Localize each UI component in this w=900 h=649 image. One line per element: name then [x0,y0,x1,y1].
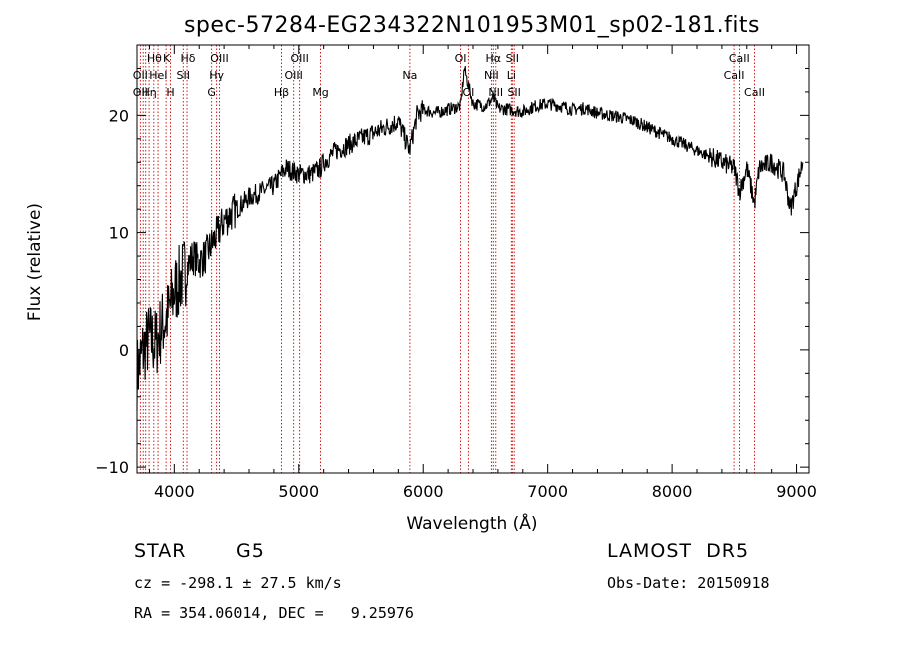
y-tick-label-0: −10 [95,458,129,477]
x-tick-label-5: 9000 [776,482,817,501]
line-label-17: CaII [724,69,745,82]
line-label-9: OII [133,69,148,82]
observation-date: Obs-Date: 20150918 [607,574,770,592]
y-tick-label-2: 10 [109,224,129,243]
line-label-26: SII [507,86,520,99]
line-label-15: NII [484,69,499,82]
line-label-11: SII [177,69,190,82]
chart-title: spec-57284-EG234322N101953M01_sp02-181.f… [184,13,760,38]
object-subclass: G5 [236,540,265,562]
spectral-line-labels: Hθ K Hδ OIII OIII OI Hα SII CaII OII HeI SII Hγ OIII N… [133,52,765,99]
x-tick-label-2: 6000 [403,482,444,501]
line-label-25: NII [488,86,503,99]
line-label-8: CaII [729,52,750,65]
line-label-4: OIII [290,52,308,65]
spectral-line-markers [139,45,755,473]
x-tick-label-3: 7000 [527,482,568,501]
x-tick-label-0: 4000 [154,482,195,501]
line-label-13: OIII [284,69,302,82]
line-label-24: OI [462,86,474,99]
y-tick-label-1: 0 [119,341,129,360]
line-label-22: Hβ [274,86,289,99]
line-label-27: CaII [744,86,765,99]
line-label-10: HeI [149,69,167,82]
survey-release: LAMOST DR5 [607,540,750,562]
x-tick-label-4: 8000 [652,482,693,501]
x-axis-label: Wavelength (Å) [406,512,537,534]
line-label-1: K [163,52,171,65]
line-label-12: Hγ [209,69,224,82]
line-label-20: H [166,86,174,99]
object-class: STAR [134,540,187,562]
x-tick-label-1: 5000 [278,482,319,501]
line-label-16: Li [507,69,516,82]
line-label-2: Hδ [181,52,196,65]
line-label-0: Hθ [147,52,162,65]
line-label-6: Hα [486,52,502,65]
y-axis-label: Flux (relative) [25,203,45,321]
line-label-7: SII [506,52,519,65]
line-label-5: OI [455,52,467,65]
line-label-21: G [207,86,216,99]
spectrum-series-line [136,66,804,411]
y-axis: −10 0 10 20 [95,67,809,477]
line-label-19: Hη [141,86,156,99]
redshift-velocity: cz = -298.1 ± 27.5 km/s [134,574,342,592]
x-axis: 4000 5000 6000 7000 8000 9000 [148,45,817,501]
line-label-3: OIII [210,52,228,65]
coordinates: RA = 354.06014, DEC = 9.25976 [134,604,414,622]
line-label-23: Mg [312,86,328,99]
y-tick-label-3: 20 [109,106,129,125]
plot-frame [136,44,810,474]
line-label-14: Na [402,69,417,82]
